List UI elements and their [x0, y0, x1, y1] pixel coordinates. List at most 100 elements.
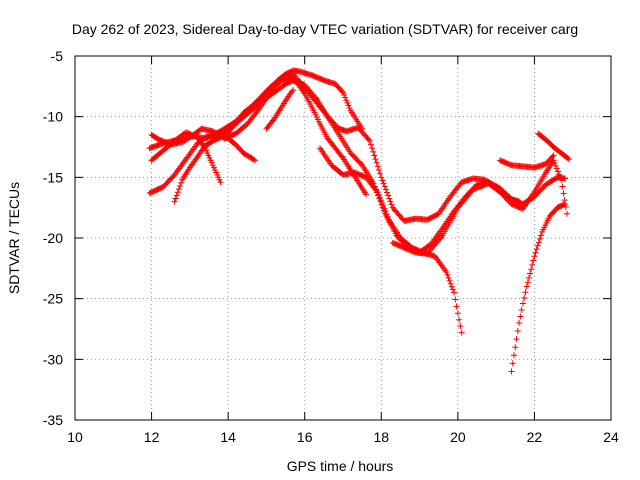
- data-point: [380, 180, 387, 187]
- data-point: [534, 242, 541, 249]
- data-point: [446, 277, 453, 284]
- data-point: [513, 336, 520, 343]
- data-point: [443, 268, 450, 275]
- data-point: [525, 274, 532, 281]
- series-sat10: [496, 152, 557, 171]
- y-tick-label: -10: [43, 109, 63, 125]
- data-point: [177, 183, 184, 189]
- x-tick-label: 12: [144, 429, 160, 445]
- data-point: [558, 176, 565, 183]
- data-point: [377, 197, 384, 204]
- data-point: [178, 179, 185, 186]
- data-point: [563, 210, 570, 217]
- data-point: [448, 283, 455, 290]
- data-point: [523, 283, 530, 290]
- data-point: [338, 88, 345, 95]
- data-point: [254, 107, 261, 114]
- axis-ticks: [74, 55, 612, 421]
- data-point: [444, 271, 451, 278]
- data-point: [388, 201, 395, 208]
- data-point: [344, 99, 351, 106]
- data-point: [456, 316, 463, 323]
- data-point: [357, 160, 364, 167]
- data-point: [251, 157, 258, 164]
- data-point: [375, 167, 382, 174]
- data-point: [217, 179, 224, 186]
- data-point: [512, 344, 519, 351]
- x-tick-label: 10: [67, 429, 83, 445]
- data-point: [373, 159, 380, 166]
- data-point: [511, 352, 518, 359]
- data-point: [537, 232, 544, 239]
- data-point: [369, 145, 376, 152]
- data-point: [312, 94, 319, 101]
- data-point: [384, 214, 391, 221]
- data-point: [174, 189, 181, 196]
- data-point: [519, 300, 526, 307]
- data-point: [553, 165, 560, 172]
- data-point: [343, 97, 350, 104]
- data-point: [527, 270, 534, 277]
- data-point: [518, 306, 525, 313]
- data-point: [384, 189, 391, 196]
- data-point: [374, 163, 381, 170]
- data-point: [173, 192, 180, 199]
- data-point: [362, 191, 369, 198]
- data-point: [517, 313, 524, 320]
- y-tick-label: -15: [43, 169, 63, 185]
- data-point: [532, 249, 539, 256]
- x-tick-label: 24: [603, 429, 619, 445]
- x-tick-label: 14: [220, 429, 236, 445]
- data-point: [382, 186, 389, 193]
- y-tick-label: -35: [43, 412, 63, 428]
- data-point: [345, 102, 352, 109]
- data-point: [551, 160, 558, 167]
- x-tick-labels: 10 12 14 16 18 20 22 24: [67, 429, 619, 445]
- data-point: [528, 266, 535, 273]
- data-point: [370, 148, 377, 155]
- x-tick-label: 16: [297, 429, 313, 445]
- data-point: [457, 323, 464, 330]
- data-point: [556, 171, 563, 178]
- data-point: [377, 170, 384, 177]
- data-point: [382, 208, 389, 215]
- data-point: [508, 368, 515, 375]
- data-point: [557, 173, 564, 180]
- data-point: [451, 289, 458, 296]
- data-point: [171, 198, 178, 205]
- data-point: [379, 200, 386, 207]
- data-point: [342, 94, 349, 101]
- y-tick-labels: -35 -30 -25 -20 -15 -10 -5: [43, 48, 63, 428]
- data-point: [552, 162, 559, 169]
- data-point: [449, 286, 456, 293]
- data-point: [529, 261, 536, 268]
- data-point: [386, 195, 393, 202]
- series-sat11: [535, 130, 572, 163]
- data-point: [514, 328, 521, 335]
- data-point: [550, 152, 557, 159]
- data-point: [458, 329, 465, 336]
- data-point: [452, 296, 459, 303]
- data-point: [536, 235, 543, 242]
- data-point: [374, 188, 381, 195]
- series-sat7: [263, 86, 297, 132]
- data-point: [378, 174, 385, 181]
- data-point: [381, 183, 388, 190]
- data-point: [535, 239, 542, 246]
- data-point: [172, 195, 179, 202]
- data-point: [373, 187, 380, 194]
- data-point: [175, 186, 182, 193]
- x-tick-label: 22: [527, 429, 543, 445]
- data-point: [340, 89, 346, 96]
- data-point: [564, 155, 571, 162]
- data-point: [359, 125, 366, 132]
- data-point: [524, 279, 531, 286]
- data-point: [559, 183, 566, 190]
- data-point: [549, 153, 556, 160]
- data-point: [562, 201, 569, 208]
- data-point: [346, 105, 353, 111]
- data-point: [341, 92, 348, 98]
- data-point: [521, 294, 528, 301]
- data-point: [383, 211, 390, 218]
